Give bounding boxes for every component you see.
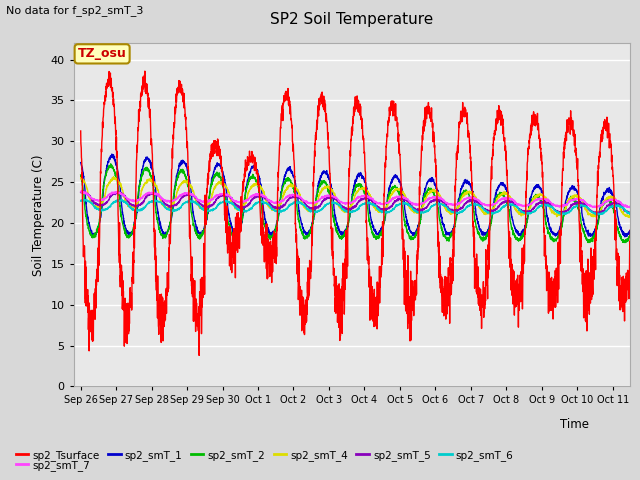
Text: No data for f_sp2_smT_3: No data for f_sp2_smT_3 (6, 5, 144, 16)
Text: Time: Time (560, 418, 589, 431)
Text: SP2 Soil Temperature: SP2 Soil Temperature (270, 12, 434, 27)
Y-axis label: Soil Temperature (C): Soil Temperature (C) (32, 154, 45, 276)
Legend: sp2_smT_7: sp2_smT_7 (12, 456, 94, 475)
Legend: sp2_Tsurface, sp2_smT_1, sp2_smT_2, sp2_smT_4, sp2_smT_5, sp2_smT_6: sp2_Tsurface, sp2_smT_1, sp2_smT_2, sp2_… (12, 446, 518, 465)
Text: TZ_osu: TZ_osu (78, 48, 127, 60)
